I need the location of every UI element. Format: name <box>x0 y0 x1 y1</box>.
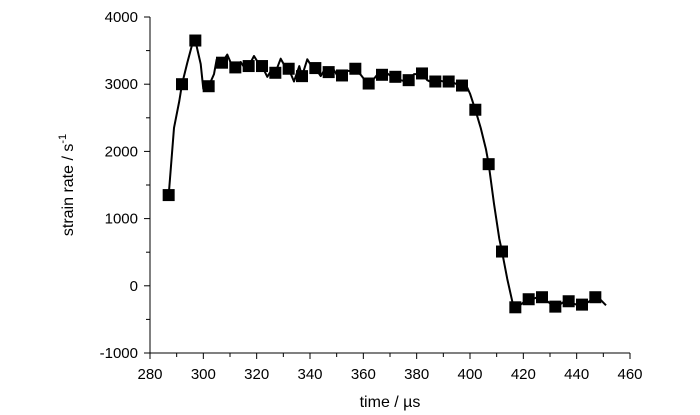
data-point <box>296 70 308 83</box>
y-axis-label-superscript: -1 <box>57 134 69 144</box>
y-axis-label-text: strain rate / s <box>60 144 77 236</box>
axes <box>149 17 630 354</box>
data-point <box>282 62 295 75</box>
data-point <box>469 103 482 116</box>
x-tick-label: 300 <box>191 366 216 383</box>
data-point <box>189 34 202 47</box>
data-point <box>162 189 175 202</box>
data-point <box>202 80 215 93</box>
y-tick-label: 0 <box>130 278 138 295</box>
y-tick-label: 2000 <box>105 143 138 160</box>
x-tick-label: 440 <box>564 366 589 383</box>
data-point <box>242 60 255 73</box>
data-point <box>322 66 335 79</box>
data-point <box>389 70 402 83</box>
x-tick-label: 460 <box>617 366 642 383</box>
data-point <box>522 293 535 306</box>
plot-area <box>162 34 607 314</box>
data-point <box>576 298 588 311</box>
x-tick-label: 360 <box>351 366 376 383</box>
data-point <box>509 301 522 314</box>
data-point <box>336 69 348 82</box>
data-point <box>416 67 428 80</box>
data-point <box>362 77 375 90</box>
y-axis-label: strain rate / s-1 <box>57 134 77 236</box>
data-point <box>536 291 548 304</box>
data-point <box>269 66 282 79</box>
data-point <box>496 245 508 258</box>
x-axis-label: time / µs <box>360 394 421 411</box>
y-tick-label: 1000 <box>105 211 138 228</box>
data-point <box>456 79 468 92</box>
data-point <box>309 62 322 75</box>
x-tick-label: 400 <box>457 366 482 383</box>
data-point <box>482 158 495 171</box>
axis-tick-labels: 280 300 320 340 360 380 400 420 440 460 -1000 0 1000… <box>100 9 643 383</box>
x-tick-label: 380 <box>404 366 429 383</box>
data-point <box>349 62 362 75</box>
data-point <box>442 75 455 88</box>
data-point <box>216 56 228 69</box>
y-tick-label: -1000 <box>100 345 138 362</box>
y-tick-label: 4000 <box>105 9 138 26</box>
data-point <box>402 74 415 87</box>
data-point <box>549 300 562 313</box>
y-tick-label: 3000 <box>105 76 138 93</box>
axis-ticks <box>144 16 631 359</box>
x-tick-label: 340 <box>297 366 322 383</box>
x-tick-label: 280 <box>137 366 162 383</box>
x-tick-label: 320 <box>244 366 269 383</box>
data-point <box>429 75 442 88</box>
data-point <box>562 295 575 308</box>
x-tick-label: 420 <box>511 366 536 383</box>
data-point <box>176 78 188 91</box>
data-point <box>589 291 602 304</box>
data-point <box>376 68 388 81</box>
data-point <box>229 61 242 74</box>
data-point <box>256 60 268 73</box>
